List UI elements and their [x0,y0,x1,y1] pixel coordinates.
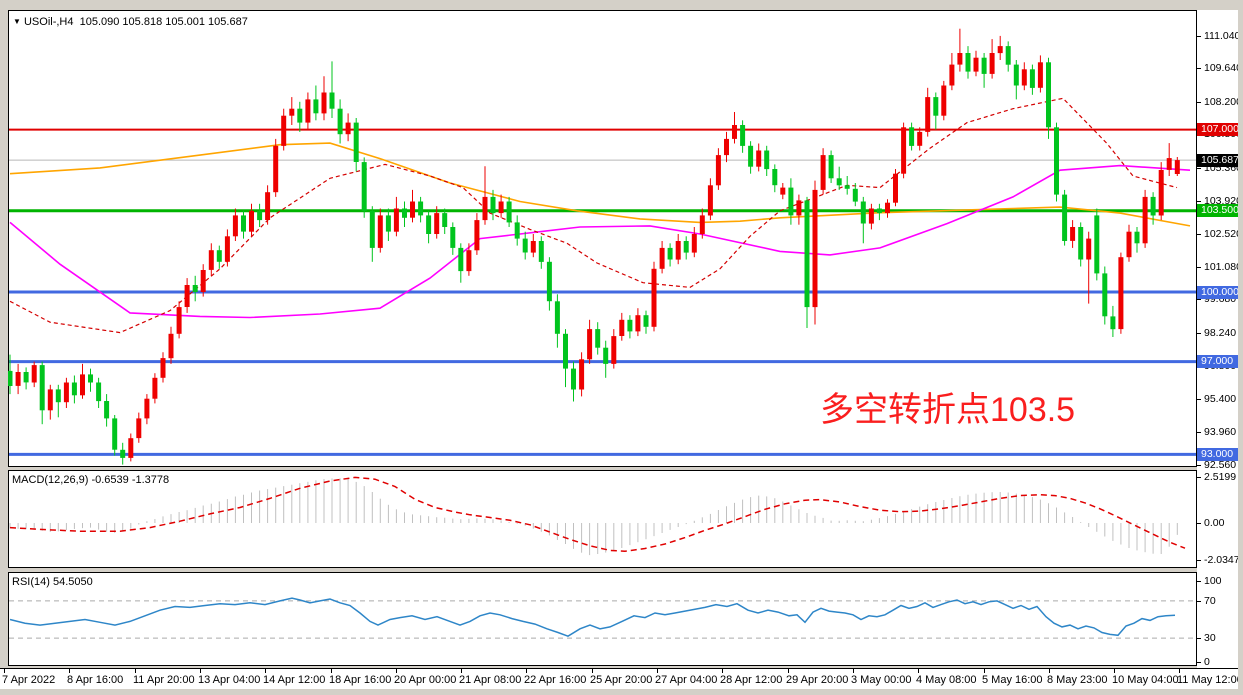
scale-tick [1197,523,1201,524]
price-scale[interactable]: 111.040109.640108.200106.800105.360103.9… [1197,10,1242,668]
time-axis-tick [69,669,70,673]
time-axis-tick [592,669,593,673]
scale-tick [1197,477,1201,478]
time-axis-tick [200,669,201,673]
scale-tick [1197,560,1201,561]
price-level-label: 100.000 [1197,286,1239,299]
time-axis-tick [788,669,789,673]
time-axis-tick [918,669,919,673]
time-axis-tick [461,669,462,673]
scale-tick-label: 70 [1204,595,1216,607]
time-axis-tick [4,669,5,673]
time-axis-tick [1114,669,1115,673]
scale-tick [1197,267,1201,268]
scale-tick [1197,68,1201,69]
scale-tick [1197,601,1201,602]
scale-tick [1197,36,1201,37]
x-axis-label: 8 May 23:00 [1047,674,1108,686]
ma-magenta [9,164,1191,319]
rsi-panel[interactable] [8,572,1197,666]
time-axis-tick [853,669,854,673]
rsi-line [9,597,1176,638]
dropdown-triangle-icon: ▼ [13,17,21,26]
scale-tick [1197,333,1201,334]
scale-tick [1197,168,1201,169]
time-axis-tick [265,669,266,673]
scale-tick-label: 93.960 [1204,426,1237,438]
time-axis[interactable]: 7 Apr 2022 8 Apr 16:00 11 Apr 20:00 13 Apr … [0,668,1243,689]
scale-tick-label: 95.400 [1204,393,1237,405]
time-axis-tick [722,669,723,673]
macd-signal-line [9,476,1186,553]
scale-tick [1197,465,1201,466]
window-edge [1238,0,1243,695]
price-level-label: 107.000 [1197,123,1239,136]
macd-indicator-label: MACD(12,26,9) -0.6539 -1.3778 [12,474,170,486]
price-level-label: 103.500 [1197,204,1239,217]
price-chart[interactable] [8,10,1197,467]
x-axis-label: 21 Apr 08:00 [459,674,522,686]
scale-tick [1197,399,1201,400]
scale-tick [1197,662,1201,663]
time-axis-tick [1179,669,1180,673]
x-axis-label: 14 Apr 12:00 [263,674,326,686]
x-axis-label: 18 Apr 16:00 [329,674,392,686]
scale-tick-label: 30 [1204,632,1216,644]
scale-tick [1197,432,1201,433]
scale-tick [1197,299,1201,300]
x-axis-label: 27 Apr 04:00 [655,674,718,686]
scale-tick-label: 0.00 [1204,517,1225,529]
rsi-indicator-label: RSI(14) 54.5050 [12,576,93,588]
scale-tick [1197,581,1201,582]
x-axis-label: 22 Apr 16:00 [524,674,587,686]
scale-tick-label: 108.200 [1204,96,1242,108]
x-axis-label: 8 Apr 16:00 [67,674,124,686]
ma-slow-orange [9,142,1191,227]
macd-histogram [9,478,1178,556]
price-level-label: 93.000 [1197,448,1238,461]
x-axis-label: 7 Apr 2022 [2,674,56,686]
x-axis-label: 5 May 16:00 [982,674,1043,686]
scale-tick [1197,638,1201,639]
scale-tick [1197,102,1201,103]
x-axis-label: 3 May 00:00 [851,674,912,686]
x-axis-label: 25 Apr 20:00 [590,674,653,686]
scale-tick-label: 92.560 [1204,459,1237,471]
scale-tick-label: 111.040 [1204,30,1241,42]
time-axis-tick [1049,669,1050,673]
time-axis-tick [396,669,397,673]
scale-tick-label: -2.0347 [1204,554,1240,566]
x-axis-label: 4 May 08:00 [916,674,977,686]
macd-panel[interactable] [8,470,1197,568]
time-axis-tick [984,669,985,673]
chart-title: ▼ USOil-,H4 105.090 105.818 105.001 105.… [13,16,248,28]
x-axis-label: 29 Apr 20:00 [786,674,849,686]
scale-tick-label: 109.640 [1204,62,1242,74]
scale-tick-label: 0 [1204,656,1210,668]
scale-tick-label: 2.5199 [1204,471,1237,483]
scale-tick [1197,201,1201,202]
candlesticks [8,28,1180,465]
x-axis-label: 11 May 12:00 [1177,674,1243,686]
symbol-ohlc-text: USOil-,H4 105.090 105.818 105.001 105.68… [23,16,248,28]
x-axis-label: 20 Apr 00:00 [394,674,457,686]
scale-tick [1197,234,1201,235]
time-axis-tick [657,669,658,673]
scale-tick-label: 100 [1204,575,1222,587]
last-price-label: 105.687 [1197,154,1239,167]
x-axis-label: 11 Apr 20:00 [133,674,195,686]
scale-tick-label: 101.080 [1204,261,1242,273]
annotation-text: 多空转折点103.5 [820,391,1076,429]
time-axis-tick [331,669,332,673]
x-axis-label: 10 May 04:00 [1112,674,1179,686]
scale-tick-label: 102.520 [1204,228,1242,240]
scale-tick-label: 98.240 [1204,327,1237,339]
time-axis-tick [135,669,136,673]
x-axis-label: 13 Apr 04:00 [198,674,261,686]
time-axis-tick [526,669,527,673]
price-level-label: 97.000 [1197,355,1238,368]
x-axis-label: 28 Apr 12:00 [720,674,783,686]
